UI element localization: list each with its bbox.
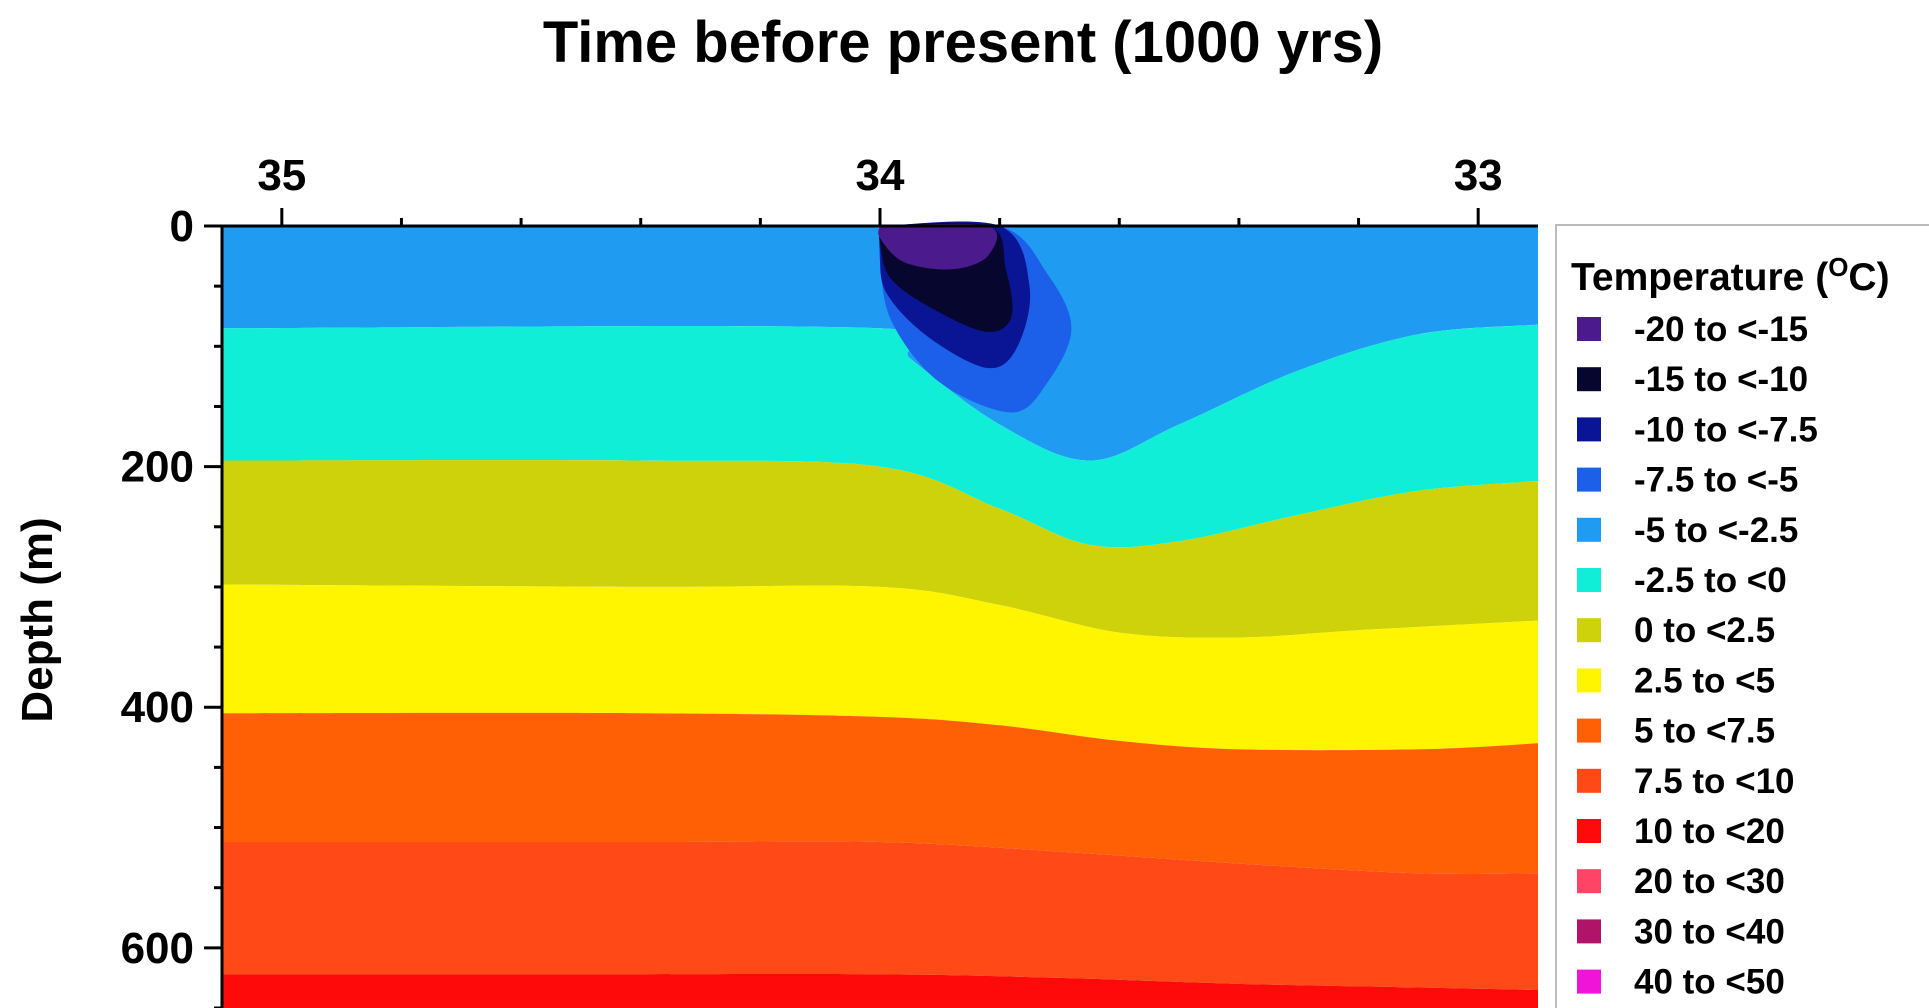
band-1 (222, 324, 1538, 548)
legend-swatch (1577, 618, 1601, 643)
band-2 (222, 460, 1538, 638)
legend-swatch (1577, 517, 1601, 542)
legend-label: -7.5 to <-5 (1634, 461, 1798, 500)
legend-swatch (1577, 417, 1601, 442)
legend-swatch (1577, 317, 1601, 341)
legend-label: 0 to <2.5 (1634, 611, 1775, 650)
legend-swatch (1577, 819, 1601, 843)
band-0 (222, 226, 1538, 461)
legend-swatch (1577, 668, 1601, 693)
legend-swatch (1577, 969, 1601, 994)
legend-label: 30 to <40 (1634, 912, 1785, 951)
chart-title: Time before present (1000 yrs) (543, 10, 1383, 75)
axes: 35 34 33 0 200 400 600 (121, 151, 1538, 1008)
band-4 (222, 712, 1538, 875)
legend-box (1555, 224, 1929, 1008)
legend-label: 10 to <20 (1634, 812, 1785, 851)
legend-title: Temperature (OC) (1571, 252, 1890, 299)
y-tick-label: 200 (121, 443, 194, 492)
legend-label: -10 to <-7.5 (1634, 410, 1818, 449)
legend-label: 5 to <7.5 (1634, 712, 1775, 751)
legend-swatch (1577, 367, 1601, 392)
y-tick-label: 400 (121, 683, 194, 732)
legend-label: 40 to <50 (1634, 963, 1785, 1002)
legend-swatch (1577, 919, 1601, 944)
band-3 (222, 584, 1538, 751)
anomaly-contour-3 (878, 223, 998, 270)
legend-label: 20 to <30 (1634, 862, 1785, 901)
y-tick-label: 0 (170, 202, 194, 251)
y-axis-label: Depth (m) (13, 517, 62, 722)
legend-swatch (1577, 568, 1601, 592)
cold-anomaly (878, 221, 1072, 413)
legend-label: -5 to <-2.5 (1634, 511, 1798, 550)
legend: Temperature (OC) -20 to <-15 -15 to <-10 -… (1555, 224, 1929, 1008)
legend-label: -15 to <-10 (1634, 360, 1808, 399)
x-tick-label: 34 (856, 151, 905, 200)
legend-label: 2.5 to <5 (1634, 661, 1775, 700)
legend-swatch (1577, 768, 1601, 793)
band-5 (222, 841, 1538, 990)
legend-swatch (1577, 467, 1601, 492)
band-6 (222, 974, 1538, 1008)
legend-label: -20 to <-15 (1634, 310, 1808, 349)
legend-label: -2.5 to <0 (1634, 561, 1787, 600)
plot-area (222, 226, 1538, 1008)
legend-swatch (1577, 869, 1601, 894)
x-tick-label: 33 (1454, 151, 1503, 200)
x-tick-label: 35 (257, 151, 306, 200)
legend-swatch (1577, 718, 1601, 743)
legend-label: 7.5 to <10 (1634, 762, 1795, 801)
y-tick-label: 600 (121, 924, 194, 973)
